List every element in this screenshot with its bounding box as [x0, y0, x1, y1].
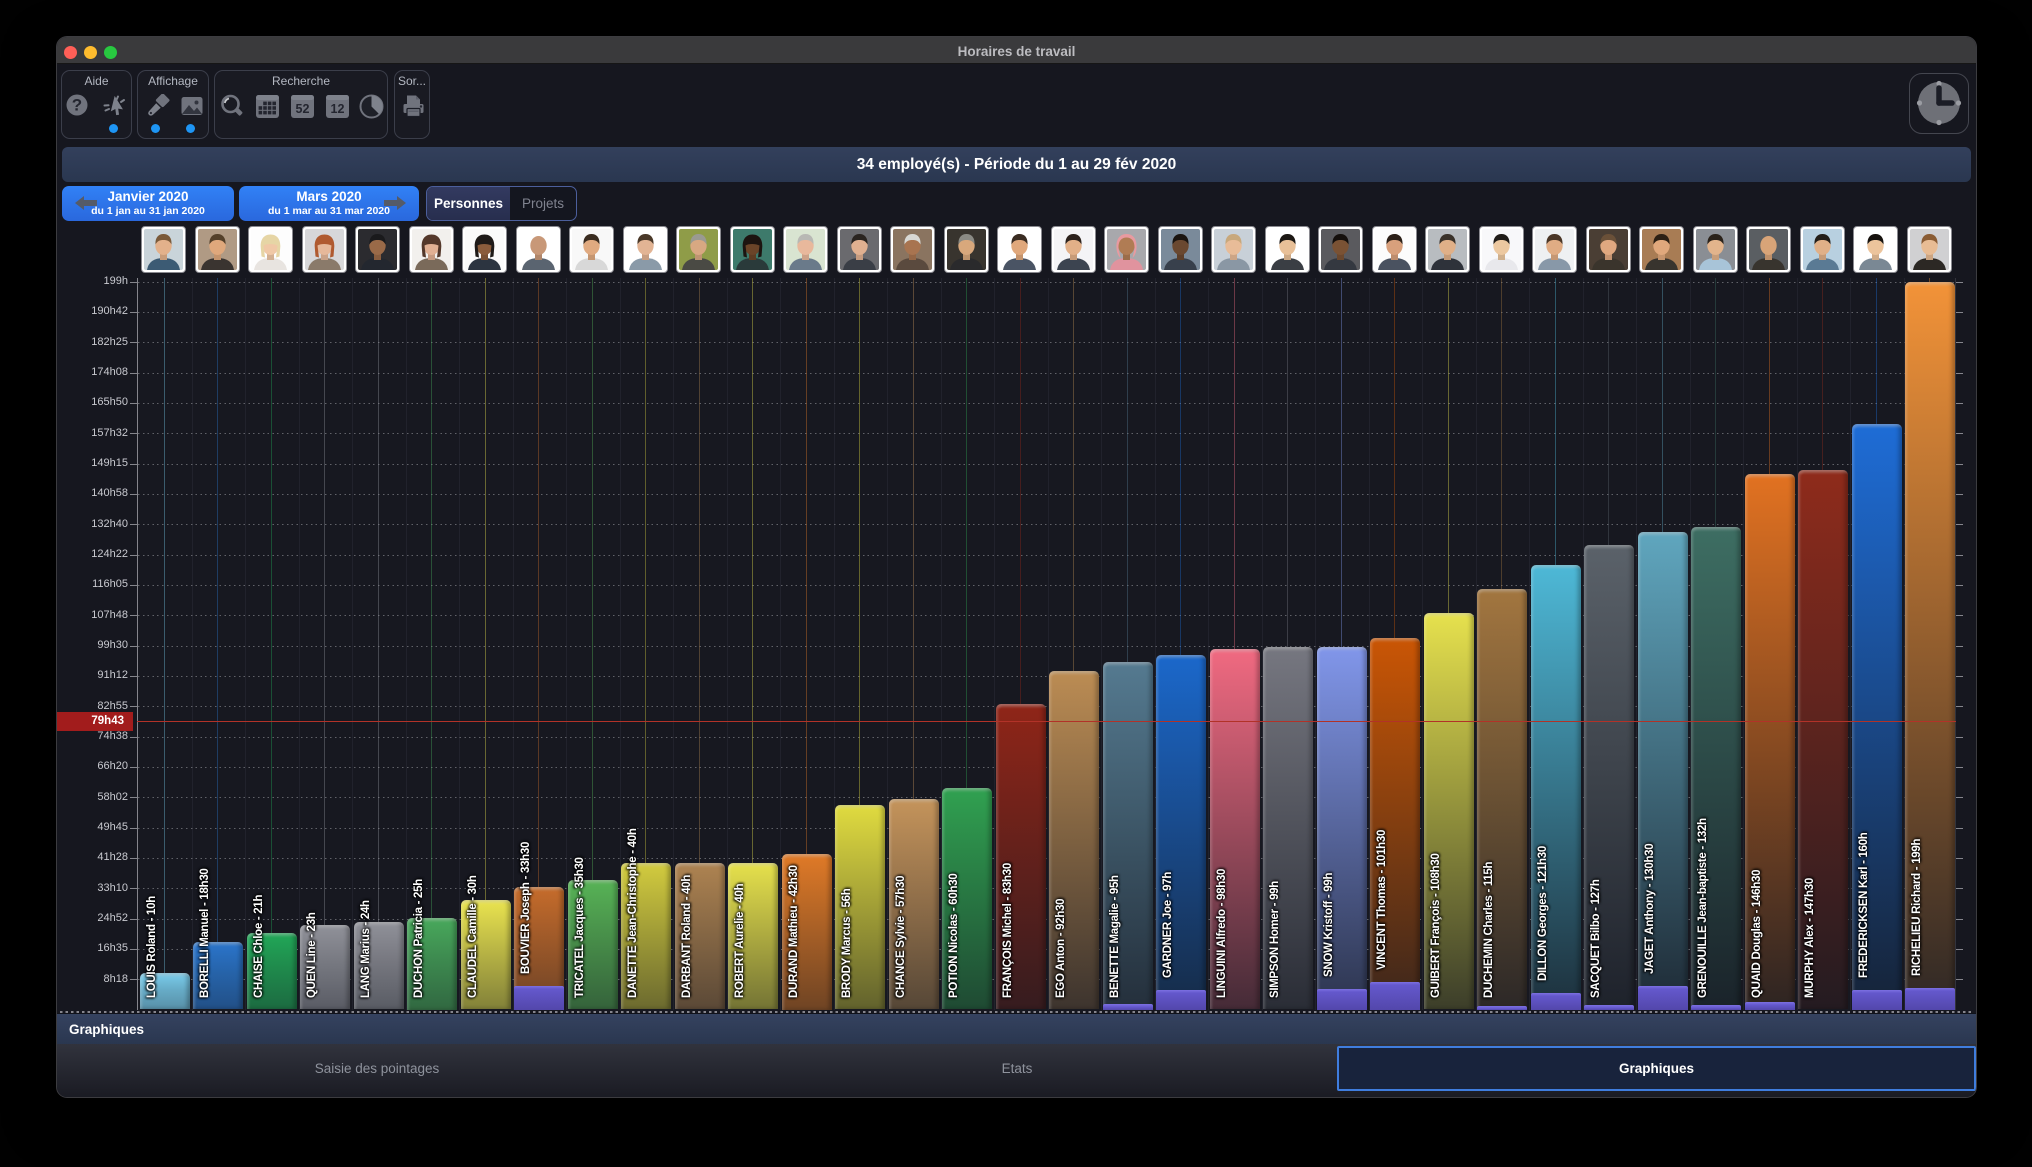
svg-text:?: ? — [72, 96, 82, 115]
svg-text:12: 12 — [331, 102, 345, 116]
svg-text:52: 52 — [296, 102, 310, 116]
